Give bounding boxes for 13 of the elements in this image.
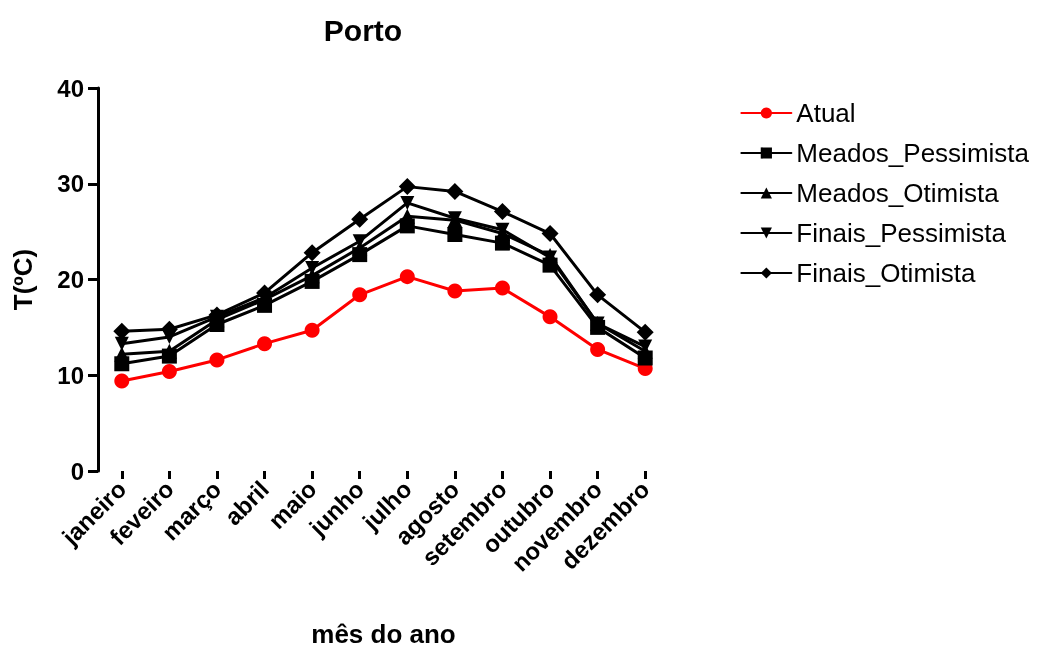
y-tick-label: 40 [57, 74, 84, 102]
legend-label: Finais_Pessimista [796, 218, 1007, 248]
y-tick-label: 30 [57, 170, 84, 198]
y-tick-label: 20 [57, 266, 84, 293]
y-tick-label: 10 [57, 361, 84, 389]
y-axis-title: T(ºC) [8, 248, 38, 311]
y-tick-label: 0 [70, 457, 84, 485]
legend-label: Meados_Pessimista [796, 138, 1030, 168]
x-axis-title: mês do ano [311, 619, 456, 649]
chart-title: Porto [323, 13, 403, 47]
legend-label: Atual [796, 98, 856, 128]
legend-label: Meados_Otimista [796, 178, 1000, 208]
legend-label: Finais_Otimista [796, 258, 977, 288]
